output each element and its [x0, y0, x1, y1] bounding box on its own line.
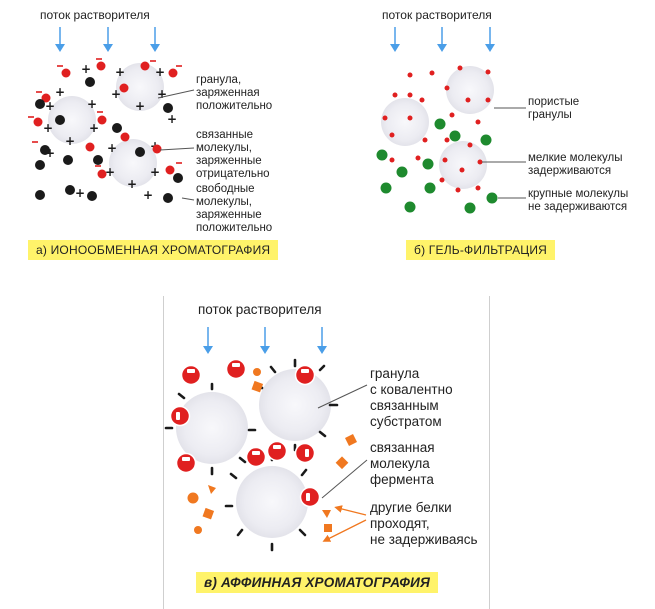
svg-text:+: + [143, 188, 153, 202]
porous-granules-b [381, 66, 494, 189]
svg-text:+: + [65, 134, 75, 148]
leader-lines-a [157, 89, 195, 201]
leader-arrows-c [322, 505, 367, 542]
svg-text:+: + [150, 165, 160, 179]
panel-c-divider-right [489, 296, 490, 609]
flow-arrows-b [390, 27, 495, 52]
svg-text:+: + [45, 99, 55, 113]
label-granule-substrate-c: гранула с ковалентно связанным субстрато… [370, 366, 453, 429]
label-free-molecules-a: свободные молекулы, заряженные положител… [196, 183, 273, 234]
caption-b: б) ГЕЛЬ-ФИЛЬТРАЦИЯ [406, 240, 556, 260]
leader-lines-c [317, 384, 368, 499]
flow-label-b: поток растворителя [382, 8, 492, 22]
caption-a: а) ИОНООБМЕННАЯ ХРОМАТОГРАФИЯ [28, 240, 279, 260]
svg-text:+: + [107, 141, 117, 155]
negative-dashes-a [28, 58, 182, 167]
panel-a: +++ +++ +++ +++ +++ +++ +++ [28, 27, 195, 203]
granules-a [48, 63, 164, 187]
flow-arrows-c [203, 327, 327, 354]
flow-arrows-a [55, 27, 160, 52]
large-molecules-b [376, 118, 498, 214]
panel-c [164, 327, 368, 552]
panel-b [376, 27, 526, 214]
flow-label-a: поток растворителя [40, 8, 150, 22]
positive-free-molecules-a [35, 77, 183, 203]
plus-signs-a: +++ +++ +++ +++ +++ +++ +++ [43, 62, 177, 202]
svg-text:+: + [89, 121, 99, 135]
label-bound-enzyme-c: связанная молекула фермента [370, 440, 435, 487]
leader-lines-b [482, 107, 526, 199]
svg-text:+: + [115, 65, 125, 79]
svg-text:+: + [127, 177, 137, 191]
svg-text:+: + [105, 165, 115, 179]
svg-text:+: + [87, 97, 97, 111]
caption-c: в) АФФИННАЯ ХРОМАТОГРАФИЯ [196, 572, 439, 593]
svg-text:+: + [155, 65, 165, 79]
label-bound-molecules-a: связанные молекулы, заряженные отрицател… [196, 129, 270, 180]
svg-text:+: + [167, 112, 177, 126]
label-granule-a: гранула, заряженная положительно [196, 74, 273, 112]
svg-text:+: + [75, 186, 85, 200]
panel-c-divider-left [163, 296, 164, 609]
label-large-molecules-b: крупные молекулы не задерживаются [528, 188, 629, 213]
label-small-molecules-b: мелкие молекулы задерживаются [528, 152, 623, 177]
svg-text:+: + [81, 62, 91, 76]
enzyme-notches-c [176, 363, 310, 501]
svg-text:+: + [135, 99, 145, 113]
svg-text:+: + [157, 87, 167, 101]
label-porous-granules-b: пористые гранулы [528, 96, 580, 121]
svg-text:+: + [45, 146, 55, 160]
svg-text:+: + [43, 121, 53, 135]
label-other-proteins-c: другие белки проходят, не задерживаясь [370, 500, 478, 547]
granules-c [176, 369, 331, 538]
negative-molecules-a [33, 61, 178, 179]
svg-text:+: + [111, 87, 121, 101]
other-proteins-c [187, 368, 357, 534]
small-molecules-b [382, 65, 491, 193]
flow-label-c: поток растворителя [198, 302, 322, 317]
svg-text:+: + [55, 85, 65, 99]
